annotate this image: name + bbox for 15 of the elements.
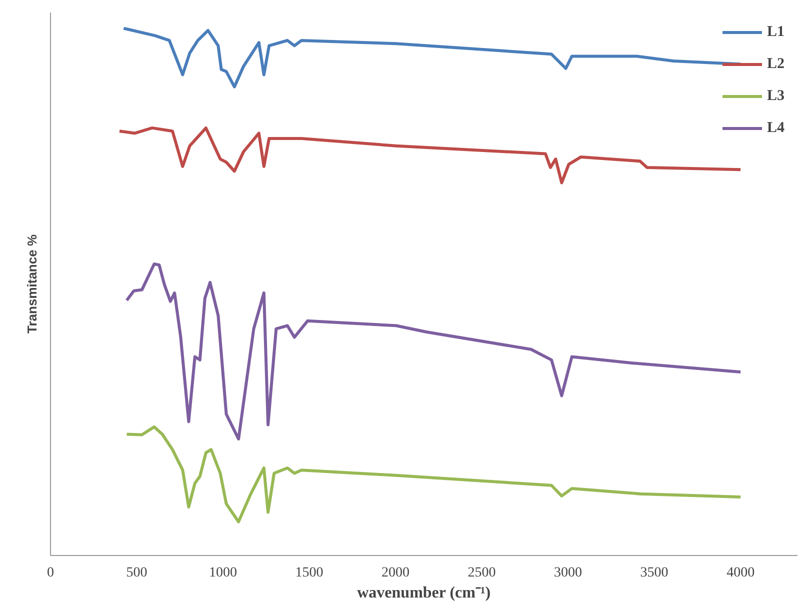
- x-tick-label: 3000: [554, 566, 582, 580]
- legend-label: L3: [767, 88, 786, 104]
- x-tick-label: 4000: [726, 566, 755, 580]
- x-axis-title: wavenumber (cm⁻¹): [357, 584, 491, 602]
- legend-label: L2: [767, 56, 786, 72]
- legend-label: L4: [767, 120, 786, 136]
- y-axis-title: Transmitance %: [24, 234, 40, 334]
- x-tick-label: 500: [126, 566, 148, 580]
- x-tick-label: 1000: [209, 566, 238, 580]
- x-tick-label: 2000: [382, 566, 410, 580]
- x-tick-label: 2500: [468, 566, 496, 580]
- x-tick-label: 1500: [295, 566, 324, 580]
- legend-label: L1: [767, 24, 786, 40]
- x-tick-label: 3500: [640, 566, 668, 580]
- x-tick-label: 0: [47, 566, 54, 580]
